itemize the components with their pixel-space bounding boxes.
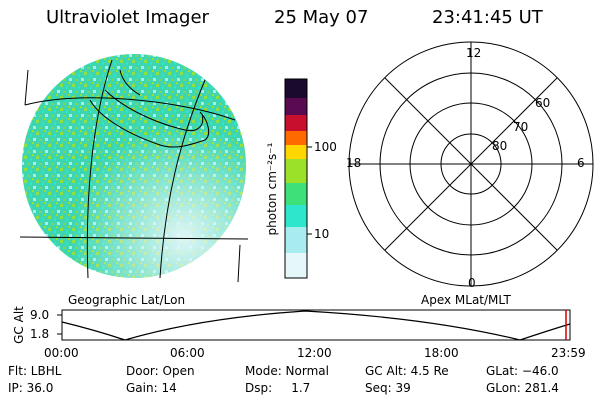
coastline-inner bbox=[104, 89, 204, 132]
mlt-label-bottom: 0 bbox=[468, 276, 476, 290]
mlt-label-top: 12 bbox=[466, 46, 482, 60]
filter-status: Flt: LBHL bbox=[8, 364, 62, 378]
date-label: 25 May 07 bbox=[274, 7, 369, 28]
lat-label-60: 60 bbox=[535, 96, 551, 110]
mode-status: Mode: Normal bbox=[245, 364, 329, 378]
polar-grid bbox=[348, 41, 594, 287]
ip-status: IP: 36.0 bbox=[8, 381, 54, 395]
orbit-xtick-1: 06:00 bbox=[170, 346, 205, 360]
time-label: 23:41:45 UT bbox=[432, 7, 543, 28]
apex-caption: Apex MLat/MLT bbox=[421, 293, 511, 307]
colorbar-unit-label: photon cm⁻²s⁻¹ bbox=[265, 142, 279, 236]
orbit-xtick-4: 23:59 bbox=[551, 346, 586, 360]
orbit-ytick-min: 1.8 bbox=[30, 327, 50, 341]
gain-status: Gain: 14 bbox=[126, 381, 177, 395]
orbit-altitude-curve bbox=[61, 310, 571, 341]
door-status: Door: Open bbox=[126, 364, 195, 378]
mlt-label-left: 18 bbox=[346, 156, 362, 170]
orbit-plot bbox=[57, 309, 571, 341]
seq-status: Seq: 39 bbox=[365, 381, 411, 395]
colorbar-tick-10: 10 bbox=[314, 227, 330, 241]
color-bar bbox=[284, 78, 312, 279]
coastline bbox=[89, 99, 210, 148]
lat-lon-grid bbox=[19, 59, 249, 283]
orbit-ytick-max: 9.0 bbox=[30, 308, 50, 322]
earth-haze bbox=[22, 54, 246, 278]
gc-alt-status: GC Alt: 4.5 Re bbox=[365, 364, 449, 378]
glon-status: GLon: 281.4 bbox=[486, 381, 559, 395]
geographic-caption: Geographic Lat/Lon bbox=[68, 293, 186, 307]
lat-label-80: 80 bbox=[492, 139, 508, 153]
orbit-xtick-3: 18:00 bbox=[424, 346, 459, 360]
orbit-xtick-0: 00:00 bbox=[44, 346, 79, 360]
orbit-xtick-2: 12:00 bbox=[297, 346, 332, 360]
glat-status: GLat: −46.0 bbox=[486, 364, 559, 378]
earth-image bbox=[19, 54, 249, 283]
instrument-title: Ultraviolet Imager bbox=[46, 7, 209, 28]
lat-label-70: 70 bbox=[513, 120, 529, 134]
mlt-label-right: 6 bbox=[577, 156, 585, 170]
colorbar-tick-100: 100 bbox=[314, 140, 337, 154]
coastline-north bbox=[119, 69, 141, 96]
dsp-status: Dsp: 1.7 bbox=[245, 381, 311, 395]
orbit-ylabel: GC Alt bbox=[12, 306, 26, 344]
